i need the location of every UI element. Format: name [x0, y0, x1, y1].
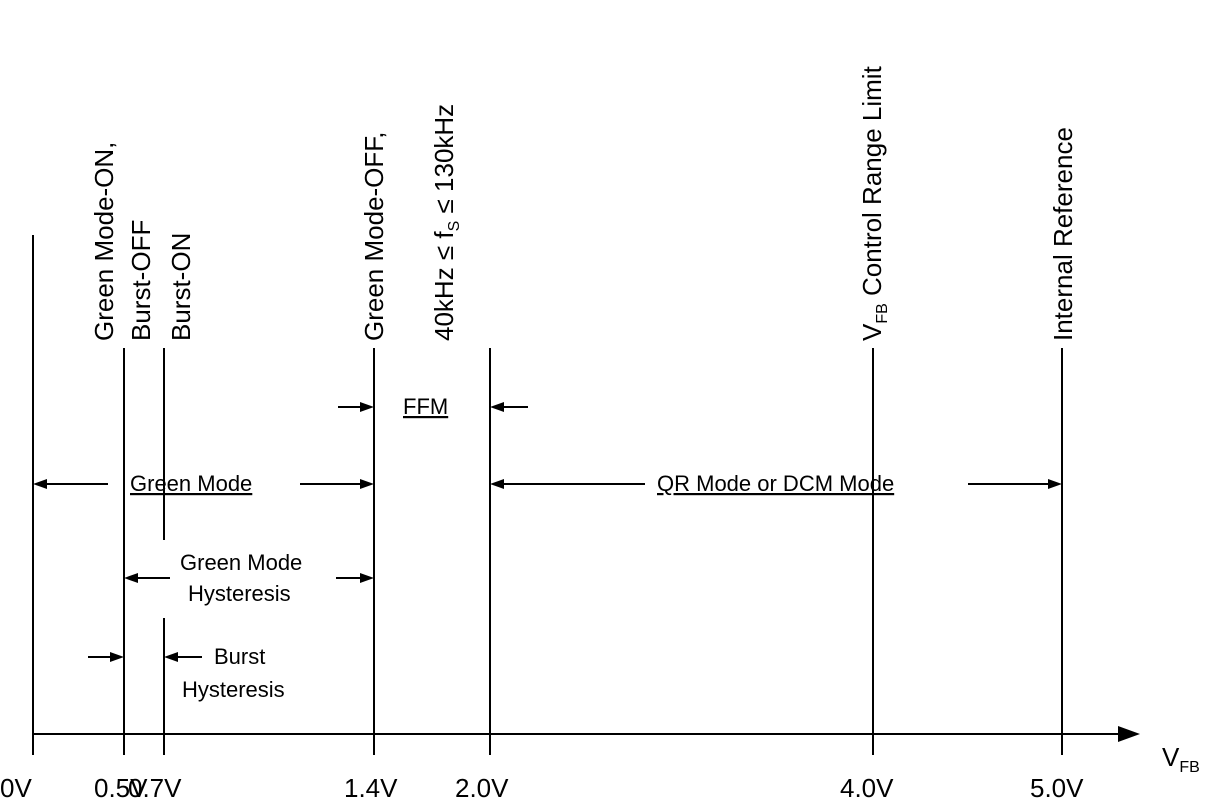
- tick-label-1-4v: 1.4V: [344, 773, 398, 803]
- label-burst-off: Burst-OFF: [126, 220, 156, 341]
- label-green-mode-on: Green Mode-ON,: [89, 142, 119, 341]
- burst-hysteresis-label-1: Burst: [214, 644, 265, 669]
- tick-label-2-0v: 2.0V: [455, 773, 509, 803]
- tick-label-0-5v: 0.5V: [94, 773, 148, 803]
- label-burst-on: Burst-ON: [166, 233, 196, 341]
- tick-label-0v: 0V: [0, 773, 32, 803]
- burst-hysteresis-label-2: Hysteresis: [182, 677, 285, 702]
- axis-label: VFB: [1162, 742, 1200, 776]
- tick-label-5-0v: 5.0V: [1030, 773, 1084, 803]
- green-hysteresis-label-2: Hysteresis: [188, 581, 291, 606]
- tick-label-4-0v: 4.0V: [840, 773, 894, 803]
- label-green-mode-off: Green Mode-OFF,: [359, 131, 389, 341]
- axis-arrowhead: [1118, 726, 1140, 742]
- tick-label-0-7v: 0.7V: [128, 773, 182, 803]
- label-vfb-control-limit: VFB Control Range Limit: [857, 65, 891, 341]
- green-mode-label: Green Mode: [130, 471, 252, 496]
- ffm-label: FFM: [403, 394, 448, 419]
- green-hysteresis-label-1: Green Mode: [180, 550, 302, 575]
- label-internal-reference: Internal Reference: [1048, 127, 1078, 341]
- label-frequency-range: 40kHz ≤ fS ≤ 130kHz: [429, 104, 463, 341]
- qr-dcm-label: QR Mode or DCM Mode: [657, 471, 894, 496]
